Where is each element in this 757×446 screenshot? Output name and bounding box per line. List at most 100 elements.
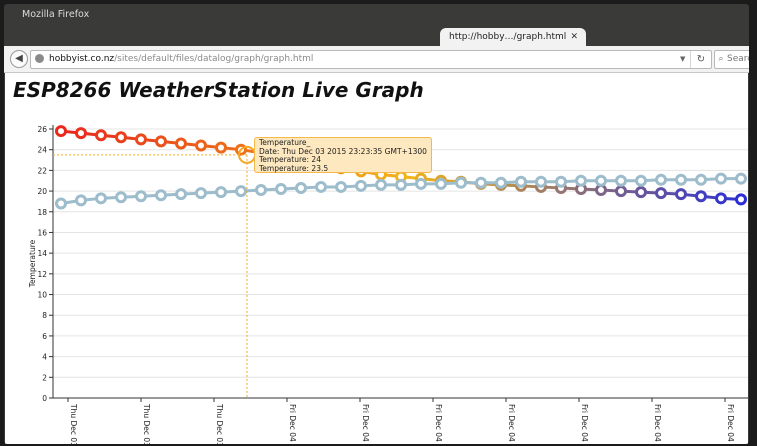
series-2-point (195, 187, 207, 200)
tab-label: http://hobby…/graph.html (449, 32, 567, 42)
series-2-point (635, 174, 647, 187)
chart-tooltip: Temperature_ Date: Thu Dec 03 2015 23:23… (254, 137, 432, 173)
series-2-point (655, 173, 667, 186)
tooltip-value-2: Temperature: 23.5 (259, 164, 329, 173)
y-tick-label: 14 (37, 249, 47, 258)
series-1-point (735, 193, 747, 206)
window-titlebar: Mozilla Firefox (4, 4, 749, 26)
y-tick-label: 2 (42, 373, 47, 382)
series-2-point (255, 184, 267, 197)
series-1-point (615, 185, 627, 198)
series-2-point (515, 175, 527, 188)
series-2-point (355, 179, 367, 192)
series-2-point (455, 176, 467, 189)
window-title: Mozilla Firefox (22, 9, 90, 20)
series-1-point (635, 186, 647, 199)
series-2-point (155, 189, 167, 202)
series-2-point (415, 177, 427, 190)
url-host: hobbyist.co.nz (49, 54, 115, 64)
series-2-point (555, 175, 567, 188)
x-tick-label: Fri Dec 04 2 (507, 404, 516, 444)
series-1-point (155, 135, 167, 148)
y-tick-label: 12 (37, 270, 47, 279)
series-1-point (55, 125, 67, 138)
url-bar[interactable]: hobbyist.co.nz/sites/default/files/datal… (30, 50, 712, 69)
series-1-point (215, 141, 227, 154)
series-1-point (195, 139, 207, 152)
y-tick-label: 0 (42, 394, 47, 403)
series-2-point (495, 176, 507, 189)
x-tick-label: Thu Dec 03 (215, 403, 224, 444)
series-1-point (695, 190, 707, 203)
series-2-point (115, 191, 127, 204)
y-tick-label: 26 (37, 125, 47, 134)
series-2-point (395, 178, 407, 191)
series-2-point (75, 194, 87, 207)
series-1-point (655, 187, 667, 200)
navigation-bar: ◀ hobbyist.co.nz/sites/default/files/dat… (4, 46, 749, 73)
search-placeholder: Search (727, 54, 749, 64)
series-1-point (115, 131, 127, 144)
series-2-point (175, 188, 187, 201)
series-1-point (715, 192, 727, 205)
reload-button[interactable]: ↻ (690, 51, 711, 68)
series-2-point (215, 186, 227, 199)
series-2-point (535, 175, 547, 188)
series-2-point (95, 192, 107, 205)
x-tick-label: Fri Dec 04 2 (434, 404, 443, 444)
y-tick-label: 6 (42, 332, 47, 341)
series-2-point (735, 172, 747, 185)
series-1-point (75, 127, 87, 140)
tab-strip: http://hobby…/graph.html ✕ (4, 26, 749, 46)
y-tick-label: 20 (37, 187, 47, 196)
x-tick-label: Thu Dec 03 (142, 403, 151, 444)
series-2-point (595, 174, 607, 187)
series-2-point (335, 180, 347, 193)
search-input[interactable]: ⌕Search (714, 50, 749, 69)
x-tick-label: Thu Dec 03 (69, 403, 78, 444)
url-text: hobbyist.co.nz/sites/default/files/datal… (49, 51, 313, 68)
tooltip-series: Temperature_ (259, 139, 311, 147)
page-title: ESP8266 WeatherStation Live Graph (13, 78, 424, 102)
y-tick-label: 18 (37, 208, 47, 217)
series-2-point (575, 174, 587, 187)
search-icon: ⌕ (718, 54, 724, 64)
close-tab-icon[interactable]: ✕ (570, 32, 578, 42)
series-2-point (435, 177, 447, 190)
y-tick-label: 8 (42, 311, 47, 320)
x-tick-label: Fri Dec 04 2 (361, 404, 370, 444)
site-info-icon[interactable] (35, 54, 44, 63)
y-tick-label: 10 (37, 291, 47, 300)
series-2-point (315, 180, 327, 193)
series-1-point (175, 137, 187, 150)
x-tick-label: Fri Dec 04 2 (653, 404, 662, 444)
y-tick-label: 4 (42, 353, 47, 362)
series-2-point (475, 176, 487, 189)
series-1-point (595, 184, 607, 197)
x-tick-label: Fri Dec 04 2 (288, 404, 297, 444)
series-2-point (135, 190, 147, 203)
tooltip-date: Date: Thu Dec 03 2015 23:23:35 GMT+1300 … (259, 147, 427, 156)
url-path: /sites/default/files/datalog/graph/graph… (114, 54, 314, 64)
series-2-point (235, 185, 247, 198)
y-tick-label: 24 (37, 146, 47, 155)
browser-window: Mozilla Firefox http://hobby…/graph.html… (4, 4, 749, 444)
series-2-point (615, 174, 627, 187)
series-2-point (55, 197, 67, 210)
series-2-point (675, 173, 687, 186)
series-2-point (275, 183, 287, 196)
series-2-point (715, 172, 727, 185)
tooltip-value-1: Temperature: 24 (259, 156, 321, 164)
x-tick-label: Fri Dec 04 2 (726, 404, 735, 444)
y-axis-label: Temperature (28, 239, 37, 288)
y-tick-label: 22 (37, 166, 47, 175)
back-button[interactable]: ◀ (10, 50, 28, 68)
series-2-point (375, 178, 387, 191)
series-2-point (695, 173, 707, 186)
x-tick-label: Fri Dec 04 2 (580, 404, 589, 444)
tab-graph[interactable]: http://hobby…/graph.html ✕ (440, 28, 586, 46)
series-1-point (95, 129, 107, 142)
url-history-dropdown-icon[interactable]: ▼ (680, 55, 686, 63)
